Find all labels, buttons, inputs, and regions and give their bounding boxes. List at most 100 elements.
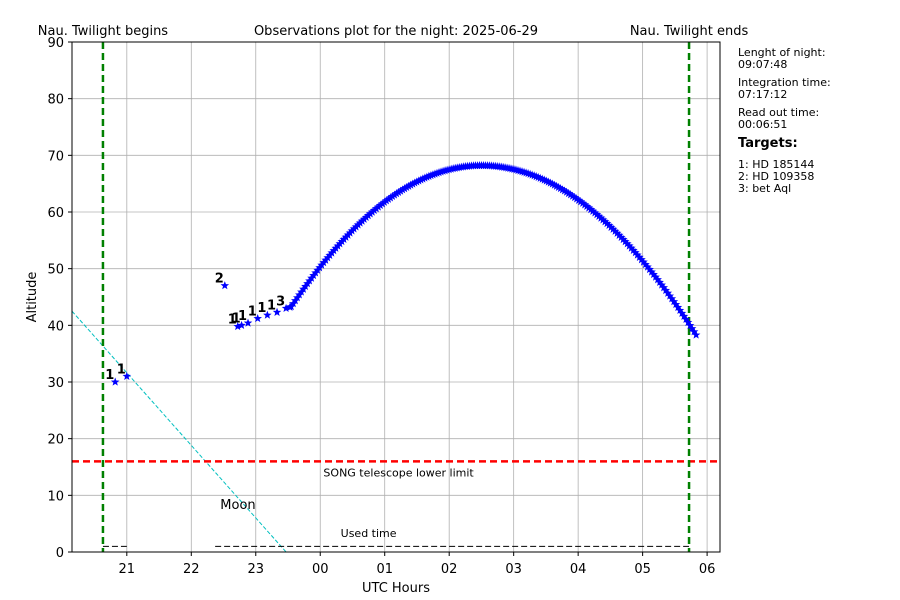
point-label: 1 — [248, 305, 257, 320]
arc-observation-point — [408, 179, 417, 188]
arc-observation-point — [550, 180, 559, 189]
arc-observation-point — [554, 182, 563, 191]
observation-point — [253, 314, 262, 323]
observation-point — [281, 303, 291, 312]
used-time-label: Used time — [341, 527, 397, 540]
arc-observation-point — [671, 300, 681, 309]
point-label: 2 — [215, 272, 224, 287]
observation-point — [122, 371, 132, 380]
arc-observation-point — [396, 186, 405, 195]
x-tick-label: 23 — [247, 562, 264, 577]
arc-observation-point — [594, 211, 604, 220]
arc-observation-point — [402, 182, 411, 191]
arc-observation-point — [647, 267, 656, 276]
night-length-value: 09:07:48 — [738, 58, 788, 71]
arc-observation-point — [400, 184, 409, 193]
observation-point — [110, 377, 120, 386]
target-item: 2: HD 109358 — [738, 170, 815, 183]
arc-observation-point — [412, 177, 422, 186]
arc-observation-point — [552, 181, 561, 190]
point-label: 1 — [257, 301, 266, 316]
readout-time-value: 00:06:51 — [738, 118, 788, 131]
arc-observation-point — [369, 205, 379, 214]
x-tick-label: 02 — [441, 562, 458, 577]
arc-observation-point — [580, 200, 590, 209]
reference-lines — [71, 42, 720, 553]
arc-observation-point — [637, 255, 646, 264]
arc-observation-point — [382, 196, 391, 205]
arc-observation-point — [653, 275, 662, 284]
arc-observation-point — [679, 311, 689, 320]
plot-frame — [71, 41, 721, 553]
y-tick-label: 30 — [47, 376, 64, 391]
arc-observation-point — [388, 191, 397, 201]
arc-observation-point — [600, 217, 610, 226]
arc-observation-point — [414, 176, 424, 185]
point-label: 3 — [276, 294, 285, 309]
arc-observation-point — [596, 213, 606, 222]
x-tick-label: 06 — [699, 562, 716, 577]
arc-observation-point — [616, 232, 626, 241]
target-item: 1: HD 185144 — [738, 158, 815, 171]
arc-observation-point — [606, 222, 616, 231]
point-label: 1 — [267, 298, 276, 313]
arc-observation-point — [374, 202, 383, 211]
arc-observation-point — [667, 294, 677, 303]
arc-observation-point — [406, 180, 415, 189]
arc-observation-point — [663, 288, 673, 297]
arc-observation-point — [655, 277, 664, 286]
arc-observation-point — [416, 175, 426, 184]
y-tick-label: 50 — [47, 263, 64, 278]
arc-observation-point — [629, 245, 638, 255]
arc-observation-point — [673, 302, 683, 312]
arc-observation-point — [618, 234, 628, 244]
y-tick-label: 0 — [56, 546, 64, 561]
arc-observation-point — [604, 220, 614, 230]
arc-observation-point — [621, 237, 630, 246]
arc-observation-point — [371, 204, 381, 213]
arc-observation-point — [576, 197, 586, 206]
data-marks — [110, 161, 701, 386]
observation-point — [272, 307, 282, 316]
moon-label: Moon — [220, 498, 255, 513]
arc-observation-point — [586, 205, 596, 214]
arc-observation-point — [422, 172, 432, 181]
arc-observation-point — [556, 184, 565, 193]
arc-observation-point — [584, 203, 594, 212]
arc-observation-point — [367, 207, 377, 216]
arc-observation-point — [627, 243, 636, 252]
arc-observation-point — [568, 191, 577, 200]
arc-observation-point — [639, 257, 648, 266]
x-tick-label: 01 — [376, 562, 393, 577]
arc-observation-point — [614, 230, 624, 239]
arc-observation-point — [592, 210, 602, 219]
arc-observation-point — [560, 186, 569, 195]
arc-observation-point — [378, 199, 387, 208]
arc-observation-point — [645, 264, 654, 274]
y-tick-label: 40 — [47, 319, 64, 334]
readout-time-label: Read out time: — [738, 106, 820, 119]
x-tick-label: 04 — [570, 562, 587, 577]
observation-point — [233, 321, 242, 331]
arc-observation-point — [635, 252, 644, 261]
arc-observation-point — [380, 197, 389, 206]
observation-point — [243, 318, 253, 327]
arc-observation-point — [677, 308, 687, 317]
arc-observation-point — [643, 262, 652, 271]
arc-observation-point — [588, 206, 598, 215]
arc-observation-point — [361, 212, 371, 222]
arc-observation-point — [610, 226, 620, 235]
arc-observation-point — [548, 179, 557, 188]
x-axis-label: UTC Hours — [362, 581, 430, 596]
arc-observation-point — [623, 239, 632, 248]
night-length-block: Lenght of night: 09:07:48 — [738, 47, 826, 71]
observation-point — [263, 310, 272, 319]
point-label: 1 — [117, 362, 126, 377]
arc-observation-point — [572, 194, 581, 203]
targets-list: 1: HD 185144 2: HD 109358 3: bet Aql — [738, 159, 814, 195]
arc-observation-point — [574, 195, 583, 204]
arc-observation-point — [641, 260, 650, 269]
y-tick-label: 20 — [47, 433, 64, 448]
point-label: 1 — [232, 311, 241, 326]
